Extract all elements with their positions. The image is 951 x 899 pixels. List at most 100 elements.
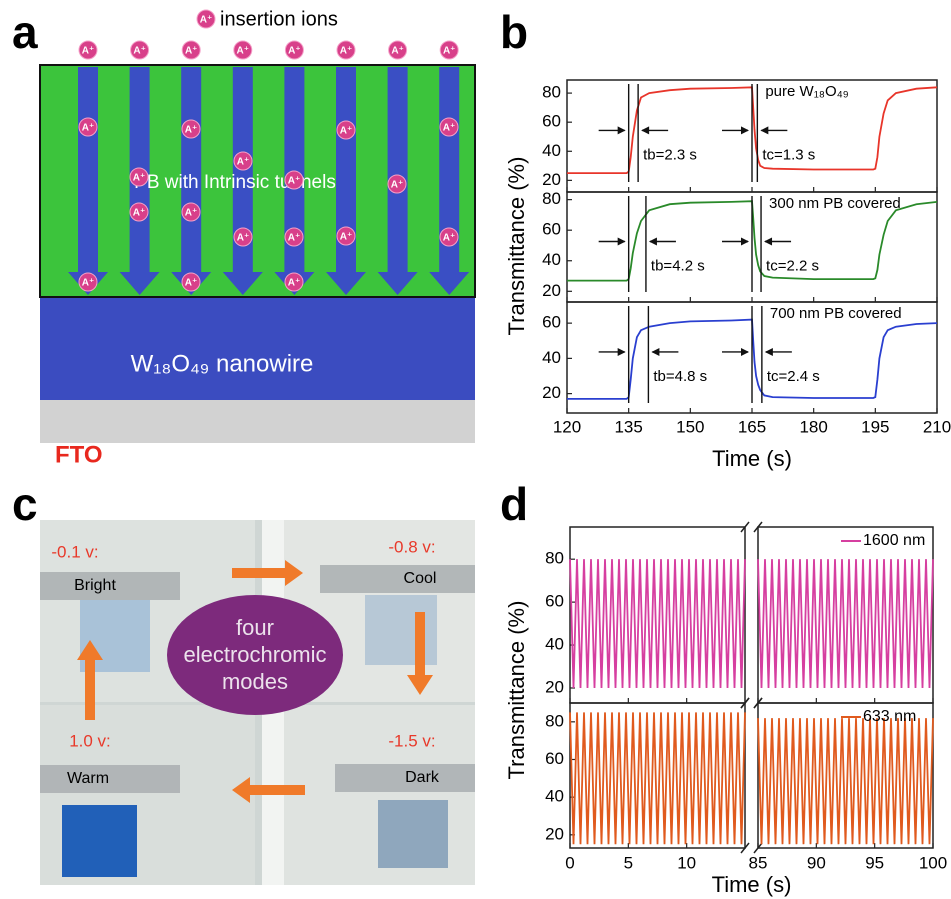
data-line bbox=[570, 712, 933, 844]
y-tick-label: 60 bbox=[545, 749, 564, 768]
panel-label: d bbox=[500, 478, 528, 530]
y-tick-label: 80 bbox=[542, 189, 561, 208]
y-tick-label: 40 bbox=[545, 635, 564, 654]
x-tick-label: 135 bbox=[614, 417, 642, 436]
ion-label: A⁺ bbox=[443, 46, 456, 57]
sample bbox=[62, 805, 137, 877]
ion-label: A⁺ bbox=[185, 46, 198, 57]
annot-arrow-head bbox=[651, 348, 659, 356]
ion-label: A⁺ bbox=[185, 208, 198, 219]
mode-voltage: -0.8 v: bbox=[388, 537, 435, 556]
tunnel-arrow bbox=[78, 67, 98, 273]
annot-arrow-head bbox=[741, 126, 749, 134]
y-tick-label: 40 bbox=[542, 348, 561, 367]
ion-label: A⁺ bbox=[288, 233, 301, 244]
y-tick-label: 60 bbox=[542, 112, 561, 131]
mode-voltage: -0.1 v: bbox=[51, 542, 98, 561]
x-tick-label: 150 bbox=[676, 417, 704, 436]
legend-label: insertion ions bbox=[220, 8, 338, 30]
x-tick-label: 5 bbox=[624, 853, 633, 872]
annot-arrow-head bbox=[764, 238, 772, 246]
y-tick-label: 20 bbox=[542, 281, 561, 300]
y-tick-label: 60 bbox=[542, 220, 561, 239]
annot-arrow-head bbox=[649, 238, 657, 246]
ion-label: A⁺ bbox=[237, 157, 250, 168]
mode-voltage: -1.5 v: bbox=[388, 731, 435, 750]
panel-label: b bbox=[500, 6, 528, 58]
tunnel-arrow bbox=[388, 67, 408, 273]
ion-label: A⁺ bbox=[443, 233, 456, 244]
x-tick-label: 165 bbox=[738, 417, 766, 436]
ion-label: A⁺ bbox=[288, 176, 301, 187]
annotation: tc=1.3 s bbox=[762, 146, 815, 163]
ion-label: A⁺ bbox=[288, 46, 301, 57]
y-tick-label: 20 bbox=[545, 824, 564, 843]
mode-name: Bright bbox=[74, 577, 116, 594]
x-tick-label: 95 bbox=[865, 853, 884, 872]
ion-label: A⁺ bbox=[133, 208, 146, 219]
substrate-label: FTO bbox=[55, 441, 103, 468]
ion-label: A⁺ bbox=[82, 123, 95, 134]
center-text: modes bbox=[222, 669, 288, 694]
annotation: tb=4.2 s bbox=[651, 257, 705, 274]
sample bbox=[365, 595, 437, 665]
x-tick-label: 0 bbox=[565, 853, 574, 872]
annot-arrow-head bbox=[741, 348, 749, 356]
mode-name: Warm bbox=[67, 770, 109, 787]
x-tick-label: 85 bbox=[749, 853, 768, 872]
y-tick-label: 40 bbox=[545, 787, 564, 806]
x-tick-label: 180 bbox=[799, 417, 827, 436]
x-axis-title: Time (s) bbox=[712, 872, 792, 897]
panel-label: a bbox=[12, 6, 38, 58]
ion-label: A⁺ bbox=[237, 233, 250, 244]
ion-label: A⁺ bbox=[82, 46, 95, 57]
legend-label: pure W₁₈O₄₉ bbox=[765, 83, 848, 100]
fto-layer bbox=[40, 400, 475, 443]
annot-arrow-head bbox=[618, 348, 626, 356]
mode-bar bbox=[320, 565, 475, 593]
ion-label: A⁺ bbox=[391, 46, 404, 57]
annotation: tb=4.8 s bbox=[653, 368, 707, 385]
film-label: PB with Intrinsic tunnels bbox=[134, 172, 336, 193]
mode-voltage: 1.0 v: bbox=[69, 731, 111, 750]
x-axis-title: Time (s) bbox=[712, 446, 792, 471]
nanowire-label: W₁₈O₄₉ nanowire bbox=[131, 350, 314, 377]
ion-label: A⁺ bbox=[237, 46, 250, 57]
y-tick-label: 80 bbox=[545, 549, 564, 568]
data-line bbox=[570, 559, 933, 688]
y-tick-label: 20 bbox=[545, 677, 564, 696]
legend-label: 1600 nm bbox=[863, 532, 925, 549]
annot-arrow-head bbox=[741, 238, 749, 246]
legend-label: 633 nm bbox=[863, 708, 916, 725]
tunnel-arrow bbox=[181, 67, 201, 273]
mode-bar bbox=[40, 765, 180, 793]
ion-label: A⁺ bbox=[288, 278, 301, 289]
center-text: four bbox=[236, 615, 274, 640]
y-axis-title: Transmittance (%) bbox=[504, 157, 529, 336]
ion-label: A⁺ bbox=[443, 123, 456, 134]
y-tick-label: 40 bbox=[542, 141, 561, 160]
mode-name: Cool bbox=[404, 570, 437, 587]
y-tick-label: 20 bbox=[542, 383, 561, 402]
ion-label: A⁺ bbox=[185, 125, 198, 136]
annotation: tc=2.4 s bbox=[767, 368, 820, 385]
annot-arrow-head bbox=[618, 126, 626, 134]
annotation: tc=2.2 s bbox=[766, 257, 819, 274]
sample bbox=[378, 800, 448, 868]
ion-label: A⁺ bbox=[340, 46, 353, 57]
y-tick-label: 80 bbox=[542, 83, 561, 102]
mode-name: Dark bbox=[405, 769, 440, 786]
x-tick-label: 100 bbox=[919, 853, 947, 872]
annot-arrow-head bbox=[765, 348, 773, 356]
y-axis-title: Transmittance (%) bbox=[504, 601, 529, 780]
ion-label: A⁺ bbox=[185, 278, 198, 289]
y-tick-label: 60 bbox=[542, 313, 561, 332]
annot-arrow-head bbox=[641, 126, 649, 134]
x-tick-label: 120 bbox=[553, 417, 581, 436]
center-text: electrochromic bbox=[183, 642, 326, 667]
y-tick-label: 20 bbox=[542, 170, 561, 189]
ion-label: A⁺ bbox=[340, 126, 353, 137]
ion-label: A⁺ bbox=[200, 15, 213, 26]
legend-label: 700 nm PB covered bbox=[770, 305, 902, 322]
ion-label: A⁺ bbox=[82, 278, 95, 289]
